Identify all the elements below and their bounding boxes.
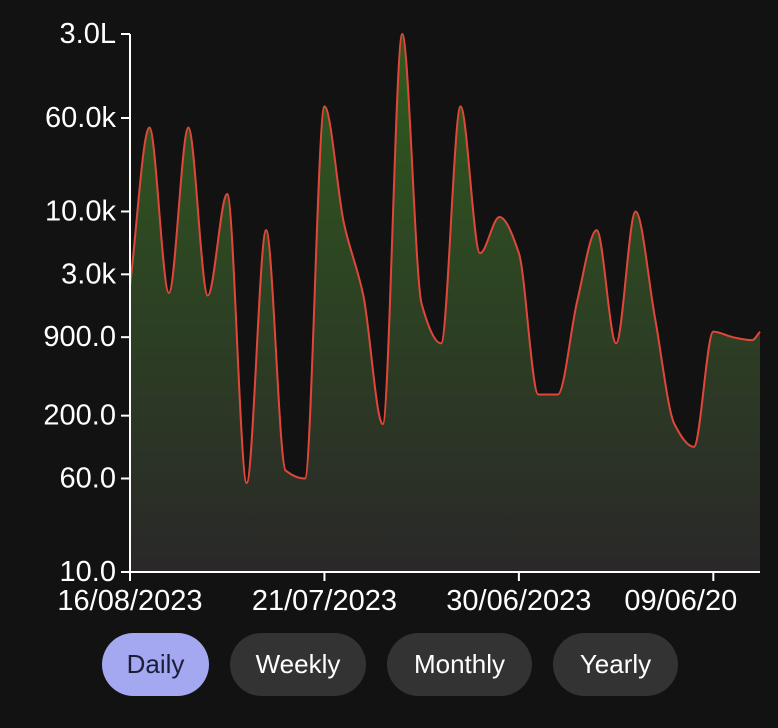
x-axis: 16/08/2023 21/07/2023 30/06/2023 09/06/20 bbox=[57, 571, 760, 617]
y-tick-label: 3.0k bbox=[61, 258, 116, 290]
y-tick-label: 10.0 bbox=[60, 556, 116, 588]
y-tick-label: 10.0k bbox=[45, 196, 116, 228]
tab-monthly[interactable]: Monthly bbox=[387, 633, 532, 696]
period-tabs: Daily Weekly Monthly Yearly bbox=[102, 633, 678, 696]
y-tick-label: 900.0 bbox=[43, 321, 116, 353]
tab-daily[interactable]: Daily bbox=[102, 633, 209, 696]
y-tick-label: 3.0L bbox=[60, 18, 116, 50]
tab-weekly[interactable]: Weekly bbox=[230, 633, 366, 696]
x-tick-label: 30/06/2023 bbox=[446, 585, 591, 617]
y-tick-label: 60.0 bbox=[60, 462, 116, 494]
tab-yearly[interactable]: Yearly bbox=[553, 633, 678, 696]
x-tick-label: 16/08/2023 bbox=[57, 585, 202, 617]
y-tick-label: 60.0k bbox=[45, 102, 116, 134]
area-chart: 3.0L 60.0k 10.0k 3.0k 900.0 200.0 60.0 10.0 16/… bbox=[43, 18, 761, 617]
x-tick-label: 09/06/20 bbox=[624, 585, 737, 617]
series-line bbox=[129, 32, 761, 485]
y-axis: 3.0L 60.0k 10.0k 3.0k 900.0 200.0 60.0 10.0 bbox=[43, 18, 131, 588]
y-tick-label: 200.0 bbox=[43, 400, 116, 432]
area-fill bbox=[130, 34, 760, 572]
x-tick-label: 21/07/2023 bbox=[252, 585, 397, 617]
